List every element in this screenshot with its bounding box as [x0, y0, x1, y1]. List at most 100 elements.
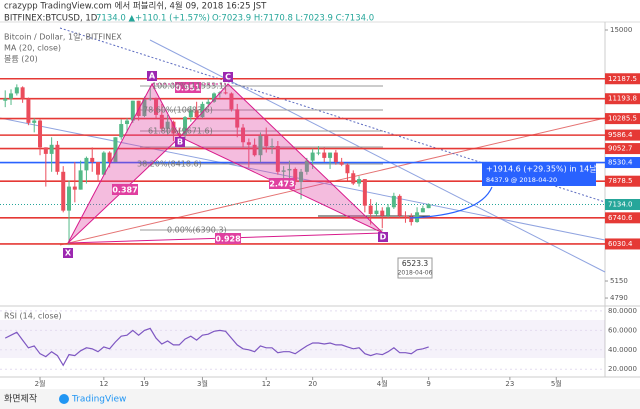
candle-body: [258, 136, 263, 156]
candle-body: [380, 210, 385, 216]
level-label: 9586.4: [608, 131, 633, 139]
level-label: 6030.4: [608, 240, 633, 248]
candle-body: [154, 98, 159, 115]
candle-body: [252, 144, 257, 156]
x-tick-label: 9: [426, 380, 430, 388]
candle-body: [212, 93, 217, 102]
candle-body: [78, 170, 83, 190]
point-label: X: [65, 249, 72, 258]
candle-body: [183, 117, 188, 135]
ratio-box: [269, 178, 295, 189]
candle-body: [90, 157, 95, 162]
candle-body: [38, 120, 43, 148]
level-tag: [605, 73, 640, 85]
legend-entry: 볼륨 (20): [4, 54, 38, 64]
candle-body: [328, 152, 333, 158]
candle-body: [130, 100, 135, 121]
level-tag: [605, 238, 640, 250]
level-label: 11193.8: [608, 95, 637, 103]
candle-body: [32, 120, 37, 123]
x-tick-label: 5월: [551, 379, 562, 388]
level-tag: [605, 212, 640, 224]
fib-label: 61.80%(9671.6): [148, 127, 213, 136]
ratio-label: 0.387: [112, 186, 137, 195]
ratio-label: 0.951: [175, 84, 201, 93]
candle-body: [299, 171, 304, 183]
level-label: 10285.5: [608, 115, 637, 123]
projection-text: +1914.6 (+29.35%) in 14날: [486, 164, 597, 174]
ratio-label: 2.473: [269, 180, 294, 189]
candle-body: [119, 124, 124, 138]
candle-body: [403, 215, 408, 217]
level-tag: [605, 93, 640, 105]
candle-body: [200, 103, 205, 118]
footer-left: 화면제작: [4, 394, 37, 405]
candle-body: [61, 171, 66, 211]
ratio-box: [215, 233, 241, 244]
candle-body: [391, 195, 396, 208]
candle-body: [72, 186, 77, 190]
candle-body: [339, 161, 344, 165]
projection-box: [482, 162, 596, 186]
point-box: [378, 232, 388, 242]
point-label: D: [380, 233, 387, 242]
candle-body: [287, 168, 292, 171]
candle-body: [107, 152, 112, 162]
footer-bar: [0, 389, 640, 409]
candle-body: [165, 121, 170, 129]
candle-body: [362, 179, 367, 206]
level-label: 6740.6: [608, 214, 633, 222]
candle-body: [223, 92, 228, 94]
projection: +1914.6 (+29.35%) in 14날 8437.9 @ 2018-0…: [397, 162, 597, 279]
brand-icon: [59, 394, 69, 404]
candle-body: [142, 99, 147, 116]
candle-body: [241, 127, 246, 143]
candle-body: [96, 161, 101, 175]
candle-body: [113, 137, 118, 162]
level-label: 7134.0: [608, 201, 633, 209]
candle-body: [229, 93, 234, 110]
fib-labels: 100.00%(11553.1) 78.60%(10683.6) 61.80%(…: [137, 82, 227, 235]
level-tag: [605, 199, 640, 211]
candle-body: [14, 87, 19, 94]
projection-arrow: [409, 186, 493, 219]
level-tag: [605, 175, 640, 187]
rsi-band: [0, 320, 605, 358]
low-date: 2018-04-06: [398, 270, 433, 277]
point-label: C: [225, 73, 231, 82]
x-tick-label: 3월: [197, 379, 208, 388]
candle-body: [281, 170, 286, 172]
candle-body: [397, 195, 402, 216]
candle-body: [159, 114, 164, 129]
fib-label: 78.60%(10683.6): [143, 106, 213, 115]
candle-body: [293, 168, 298, 183]
candle-body: [420, 208, 425, 213]
candle-body: [275, 146, 280, 172]
rsi-tick-label: 20.0000: [608, 365, 637, 373]
candle-body: [304, 160, 309, 172]
x-tick-label: 2월: [35, 379, 46, 388]
x-tick-label: 20: [308, 380, 317, 388]
candle-body: [55, 144, 60, 172]
level-tag: [605, 143, 640, 155]
axes: 15000 5150 4790 12187.5 11193.8 10285.5 9586.4…: [0, 26, 640, 388]
rsi-tick-label: 60.0000: [608, 326, 637, 334]
candle-body: [374, 210, 379, 215]
symbol: BITFINEX:BTCUSD, 1D: [4, 14, 98, 24]
level-label: 12187.5: [608, 75, 637, 83]
x-tick-label: 12: [99, 380, 108, 388]
candle-body: [3, 98, 8, 101]
harmonic-pattern: X A B C D 0.387 0.951 2.473 0.928: [63, 71, 388, 258]
x-tick-label: 19: [140, 380, 149, 388]
candle-body: [235, 109, 240, 128]
candle-body: [264, 136, 269, 147]
candle-body: [426, 204, 431, 209]
level-tag: [605, 129, 640, 141]
candle-body: [177, 133, 182, 135]
candle-body: [246, 142, 251, 145]
fib-label: 100.00%(11553.1): [152, 82, 227, 91]
candle-body: [345, 164, 350, 174]
ohlc: O:7023.9 H:7170.8 L:7023.9 C:7134.0: [212, 14, 374, 24]
candle-body: [194, 110, 199, 118]
